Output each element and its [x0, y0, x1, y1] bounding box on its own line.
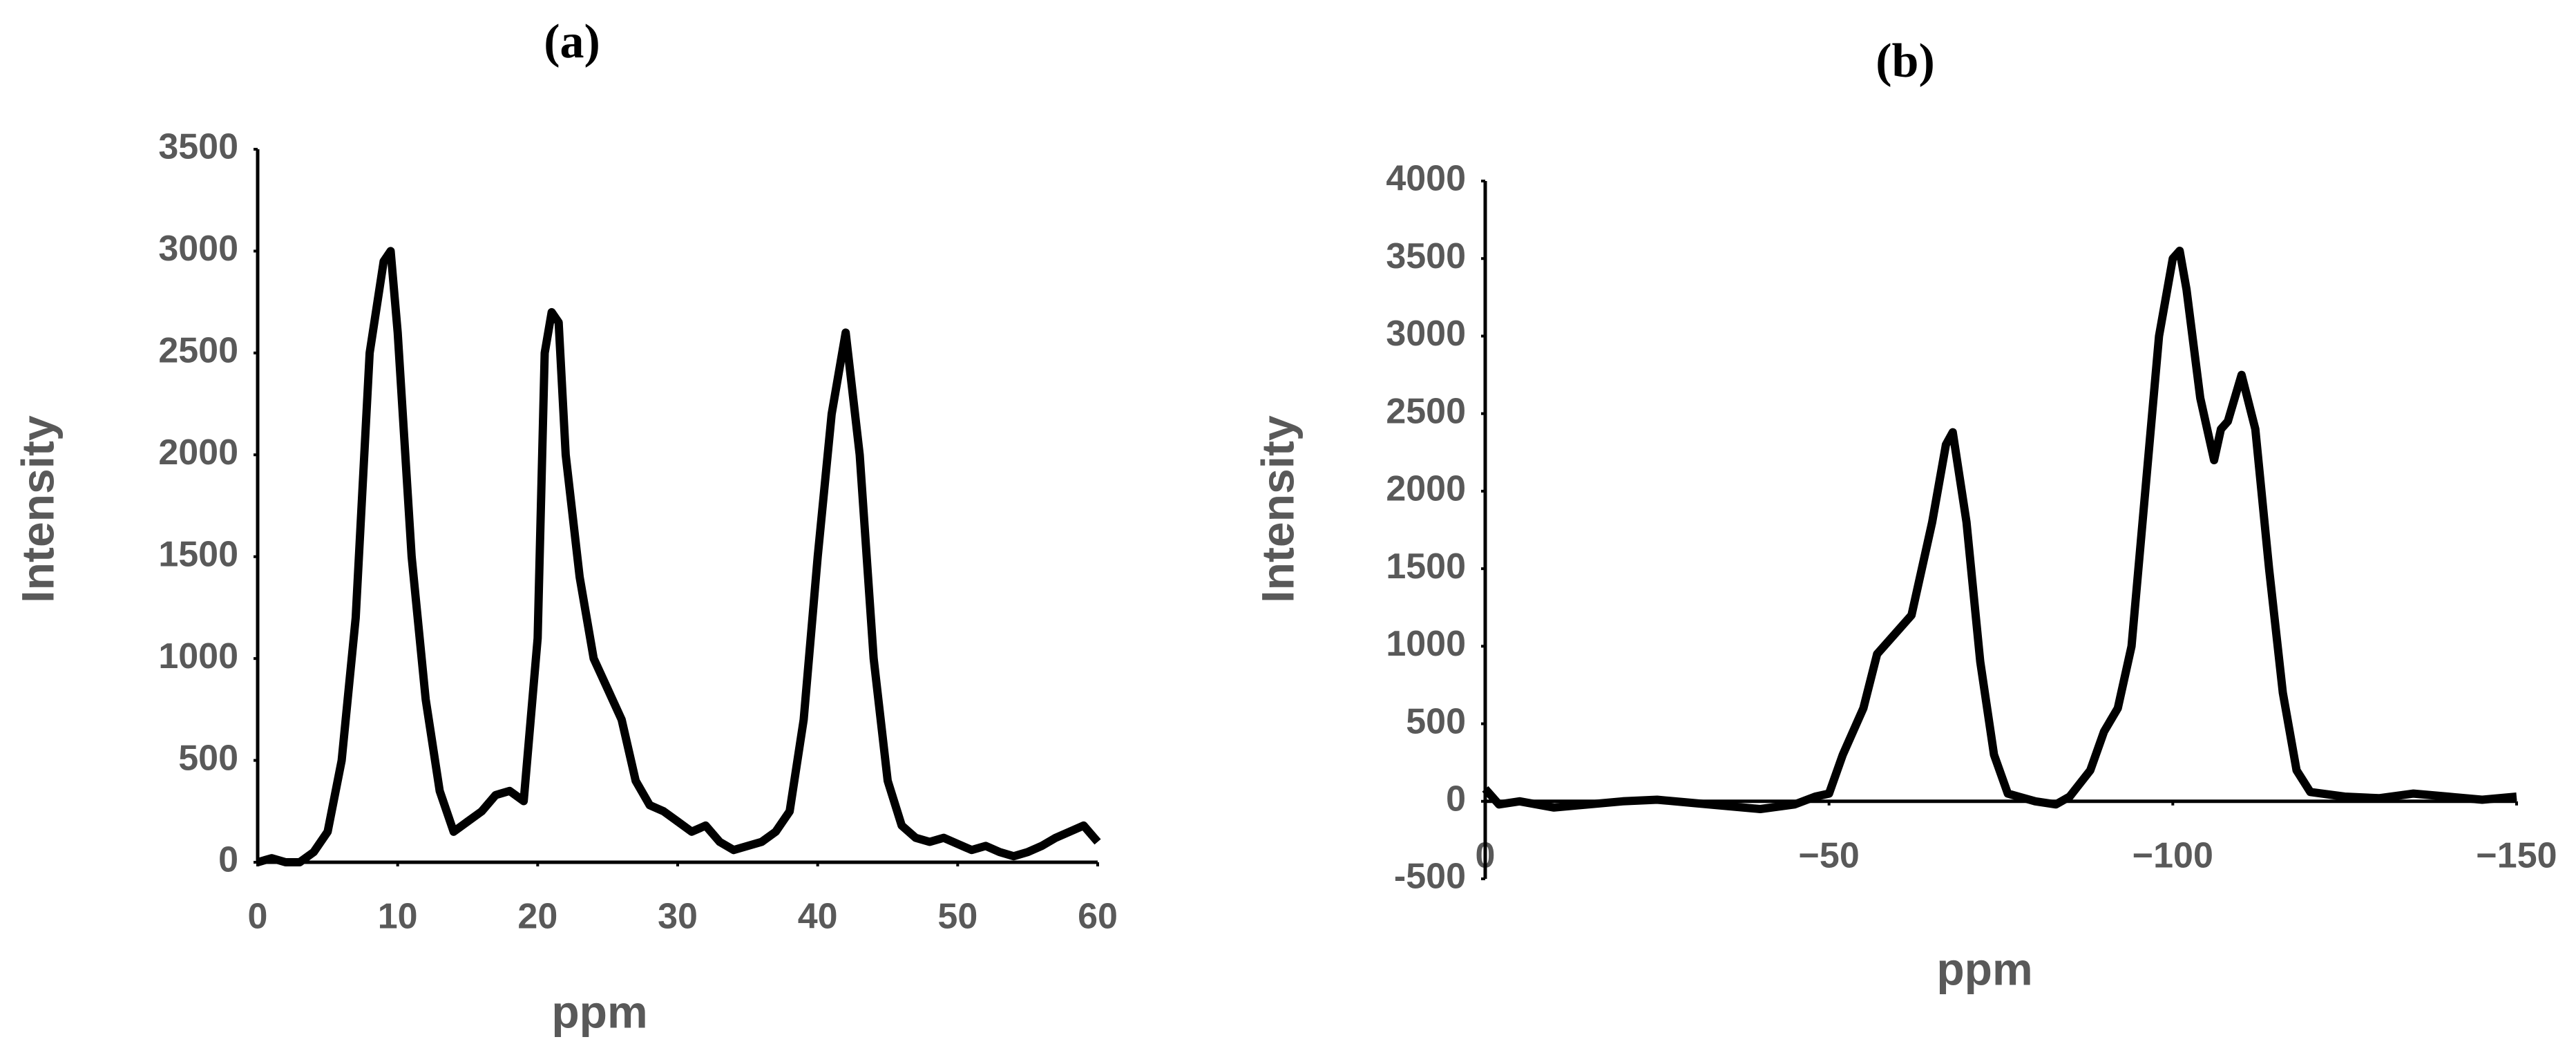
- y-tick-label: 500: [178, 738, 238, 778]
- x-tick-label: 20: [517, 897, 557, 937]
- x-tick-label: −150: [2476, 836, 2557, 876]
- y-tick-label: 1500: [158, 534, 238, 574]
- y-axis-label: Intensity: [1252, 415, 1303, 603]
- x-axis-label: ppm: [1936, 943, 2032, 994]
- x-tick-label: 40: [798, 897, 838, 937]
- y-tick-label: 3500: [1386, 236, 1466, 276]
- x-tick-label: 50: [937, 897, 977, 937]
- y-tick-label: 3500: [158, 127, 238, 167]
- y-tick-label: 3000: [158, 229, 238, 269]
- spectrum-line: [1482, 247, 2517, 813]
- x-axis-label: ppm: [551, 986, 647, 1037]
- y-tick-label: 500: [1406, 701, 1466, 741]
- y-tick-label: 3000: [1386, 314, 1466, 354]
- y-tick-label: 1000: [1386, 624, 1466, 664]
- x-tick-label: −50: [1799, 836, 1860, 876]
- x-tick-label: 60: [1078, 897, 1118, 937]
- y-tick-label: 0: [218, 840, 238, 880]
- y-tick-label: 2500: [158, 331, 238, 371]
- y-tick-label: 1500: [1386, 547, 1466, 587]
- y-axis-label: Intensity: [12, 415, 63, 603]
- y-tick-label: 2500: [1386, 391, 1466, 431]
- x-tick-label: 30: [658, 897, 698, 937]
- x-tick-label: −100: [2133, 836, 2213, 876]
- y-tick-label: 0: [1446, 779, 1466, 819]
- spectrum-line: [256, 247, 1101, 866]
- x-tick-label: 10: [378, 897, 418, 937]
- y-tick-label: -500: [1394, 857, 1466, 897]
- y-tick-label: 1000: [158, 636, 238, 676]
- chart-title: (a): [544, 15, 600, 68]
- x-tick-label: 0: [248, 897, 268, 937]
- y-tick-label: 2000: [158, 433, 238, 473]
- y-tick-label: 4000: [1386, 159, 1466, 199]
- chart-title: (b): [1876, 35, 1935, 88]
- y-tick-label: 2000: [1386, 469, 1466, 509]
